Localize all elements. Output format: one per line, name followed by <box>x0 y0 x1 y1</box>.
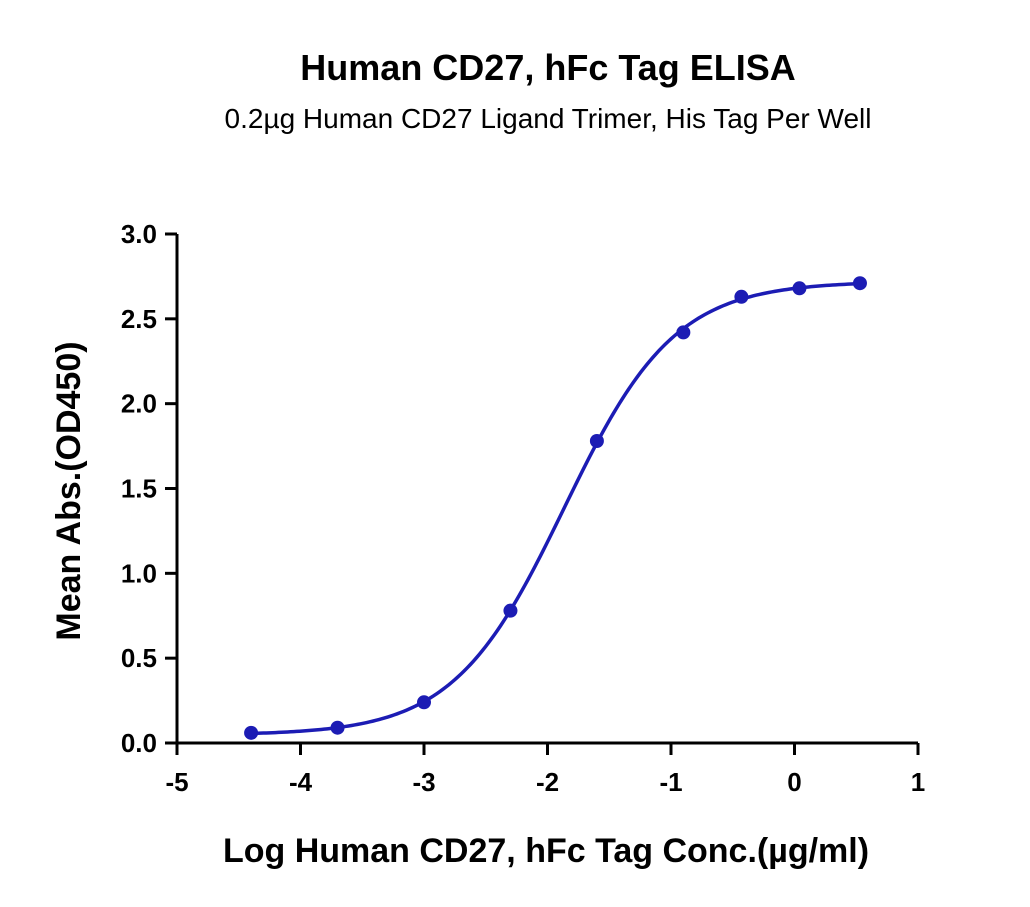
y-tick-label: 2.0 <box>121 389 157 419</box>
plot-area: 0.0 0.5 1.0 1.5 2.0 2.5 3.0 -5 -4 -3 -2 -1 0 1 <box>121 219 925 797</box>
chart-title: Human CD27, hFc Tag ELISA <box>300 47 795 88</box>
x-axis: -5 -4 -3 -2 -1 0 1 <box>165 741 925 797</box>
y-tick-label: 2.5 <box>121 304 157 334</box>
y-tick-label: 0.5 <box>121 643 157 673</box>
data-point <box>503 603 518 618</box>
data-point <box>417 695 431 710</box>
y-tick-label: 1.0 <box>121 558 157 588</box>
data-point <box>734 289 749 304</box>
chart-subtitle: 0.2µg Human CD27 Ligand Trimer, His Tag … <box>225 103 872 134</box>
x-axis-label: Log Human CD27, hFc Tag Conc.(µg/ml) <box>223 832 869 870</box>
data-point <box>589 433 604 448</box>
data-point <box>676 325 691 340</box>
y-tick-label: 0.0 <box>121 728 157 758</box>
fit-curves <box>251 281 861 736</box>
x-tick-label: -4 <box>289 767 313 797</box>
x-tick-label: 0 <box>787 767 801 797</box>
data-point <box>244 725 259 740</box>
y-axis-label: Mean Abs.(OD450) <box>50 341 88 640</box>
y-tick-label: 3.0 <box>121 219 157 249</box>
data-point <box>852 276 867 291</box>
x-tick-label: 1 <box>911 767 925 797</box>
y-axis: 0.0 0.5 1.0 1.5 2.0 2.5 3.0 <box>121 219 179 758</box>
data-point <box>330 720 345 735</box>
data-point <box>792 281 807 296</box>
x-tick-label: -2 <box>536 767 559 797</box>
x-tick-label: -5 <box>165 767 188 797</box>
x-tick-label: -3 <box>412 767 435 797</box>
fit-curve <box>251 281 861 736</box>
data-points <box>244 276 867 740</box>
x-tick-label: -1 <box>659 767 682 797</box>
y-tick-label: 1.5 <box>121 474 157 504</box>
